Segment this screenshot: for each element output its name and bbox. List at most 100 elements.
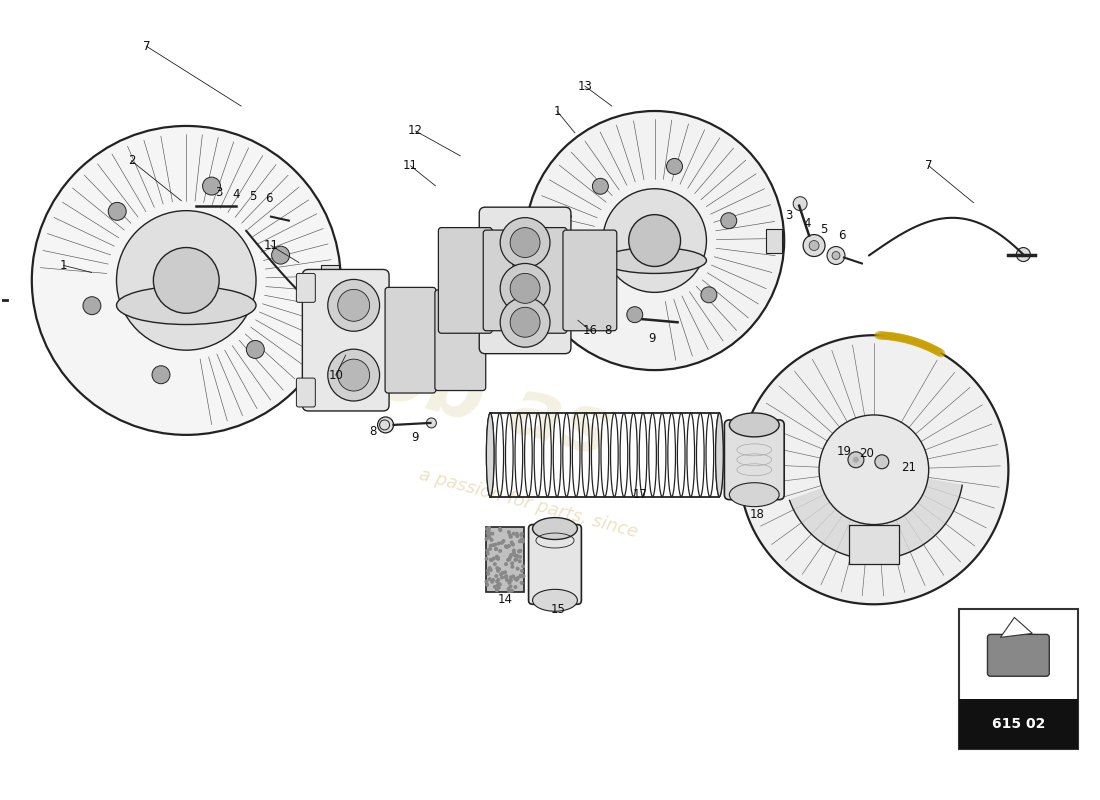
Circle shape [510, 565, 515, 569]
Bar [958, 698, 1078, 749]
Circle shape [153, 247, 219, 314]
Circle shape [874, 455, 889, 469]
FancyBboxPatch shape [563, 230, 617, 330]
Circle shape [494, 574, 498, 578]
Circle shape [484, 557, 488, 561]
Circle shape [508, 534, 513, 538]
Text: 17: 17 [632, 488, 647, 501]
Circle shape [504, 574, 508, 578]
Text: 1: 1 [59, 259, 67, 272]
Circle shape [518, 559, 521, 563]
Text: 20: 20 [859, 447, 874, 460]
Circle shape [832, 251, 840, 259]
FancyBboxPatch shape [480, 207, 571, 354]
Circle shape [495, 566, 499, 570]
Circle shape [486, 572, 491, 576]
Circle shape [498, 528, 503, 532]
Circle shape [509, 535, 513, 539]
Circle shape [486, 551, 490, 555]
Circle shape [510, 274, 540, 303]
Circle shape [504, 544, 508, 548]
Text: 4: 4 [232, 188, 240, 202]
Text: 2: 2 [128, 154, 135, 167]
Circle shape [485, 549, 490, 553]
Circle shape [803, 234, 825, 257]
Circle shape [496, 542, 500, 546]
FancyBboxPatch shape [725, 420, 784, 500]
Circle shape [515, 534, 519, 538]
Circle shape [235, 205, 248, 217]
Ellipse shape [603, 247, 706, 274]
Circle shape [588, 306, 597, 314]
Circle shape [246, 341, 264, 358]
FancyBboxPatch shape [529, 525, 582, 604]
Circle shape [510, 589, 514, 593]
Circle shape [521, 564, 525, 568]
Circle shape [513, 554, 517, 558]
Circle shape [418, 329, 432, 342]
FancyBboxPatch shape [385, 287, 436, 393]
Polygon shape [739, 335, 1009, 604]
Circle shape [512, 549, 516, 553]
Text: 21: 21 [901, 462, 916, 474]
Circle shape [493, 585, 497, 589]
Polygon shape [790, 479, 962, 559]
FancyBboxPatch shape [988, 634, 1049, 676]
Circle shape [507, 558, 512, 562]
Circle shape [507, 544, 512, 548]
Ellipse shape [532, 518, 578, 539]
Text: 4: 4 [803, 217, 811, 230]
Circle shape [485, 531, 490, 535]
Circle shape [508, 584, 513, 588]
Text: 9: 9 [411, 431, 419, 444]
Circle shape [494, 547, 498, 551]
Circle shape [486, 534, 491, 538]
Bar [486, 527, 524, 592]
Circle shape [516, 576, 519, 580]
Circle shape [494, 547, 498, 551]
Circle shape [496, 557, 500, 561]
Circle shape [1016, 247, 1031, 262]
Circle shape [515, 554, 519, 558]
Circle shape [485, 583, 490, 587]
Text: 15: 15 [550, 602, 565, 616]
Circle shape [499, 541, 504, 545]
Circle shape [254, 206, 272, 224]
Circle shape [488, 544, 493, 548]
Circle shape [328, 279, 380, 331]
Ellipse shape [117, 286, 256, 325]
Circle shape [520, 538, 525, 542]
Circle shape [512, 551, 516, 555]
Text: 11: 11 [264, 239, 278, 252]
Circle shape [852, 457, 859, 462]
Circle shape [518, 555, 522, 559]
Circle shape [508, 555, 513, 559]
Circle shape [585, 302, 601, 318]
Circle shape [484, 537, 488, 541]
Bar [958, 610, 1078, 749]
Circle shape [484, 579, 488, 583]
Text: eurob as: eurob as [218, 295, 619, 473]
Circle shape [793, 197, 807, 210]
Circle shape [520, 574, 525, 578]
Circle shape [514, 577, 517, 581]
FancyBboxPatch shape [434, 290, 486, 390]
Circle shape [519, 581, 524, 585]
Circle shape [514, 558, 517, 562]
Circle shape [495, 587, 499, 591]
Circle shape [518, 539, 521, 543]
Circle shape [504, 575, 507, 579]
FancyBboxPatch shape [296, 274, 316, 302]
Circle shape [487, 526, 491, 530]
Circle shape [490, 558, 494, 562]
Text: 3: 3 [216, 186, 223, 199]
Circle shape [487, 532, 492, 536]
Circle shape [629, 214, 681, 266]
Circle shape [492, 543, 496, 547]
Circle shape [516, 566, 519, 570]
Circle shape [187, 200, 199, 212]
Bar [849, 525, 899, 565]
Circle shape [603, 189, 706, 292]
Circle shape [517, 550, 521, 554]
Circle shape [848, 452, 864, 468]
